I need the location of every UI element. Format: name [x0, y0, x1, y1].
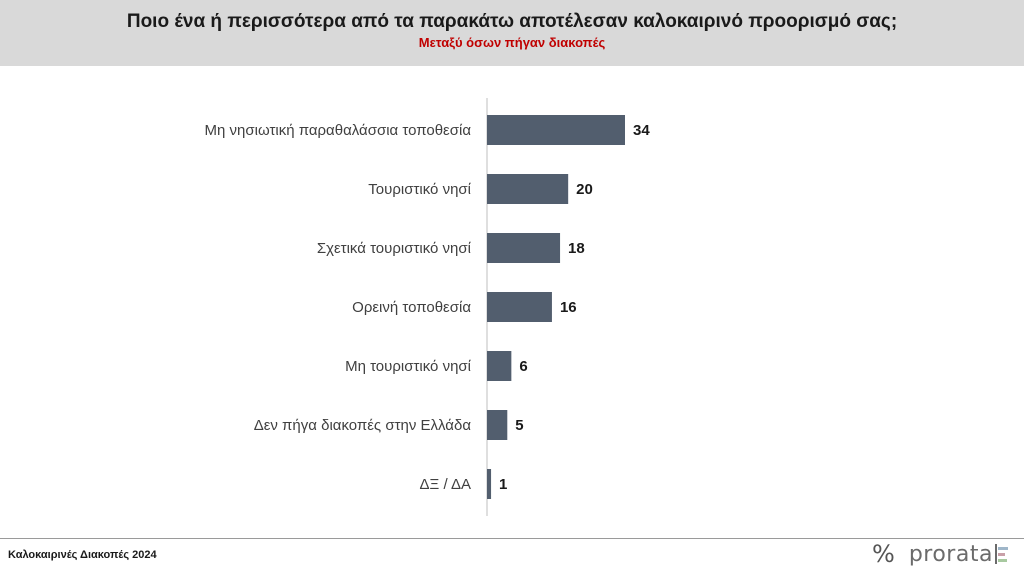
- prorata-logo: % prorata: [872, 540, 1017, 568]
- bar: [487, 292, 552, 322]
- bar: [487, 233, 561, 263]
- bar: [487, 351, 512, 381]
- category-label: Σχετικά τουριστικό νησί: [317, 240, 472, 257]
- data-label: 5: [515, 417, 523, 434]
- bar-chart: Μη νησιωτική παραθαλάσσια τοποθεσία 34 Του…: [205, 98, 650, 516]
- bar: [487, 115, 625, 145]
- chart-subtitle: Μεταξύ όσων πήγαν διακοπές: [418, 35, 606, 50]
- data-label: 1: [499, 476, 507, 493]
- footer-source: Καλοκαιρινές Διακοπές 2024: [8, 549, 157, 561]
- bar: [487, 174, 569, 204]
- category-label: Δεν πήγα διακοπές στην Ελλάδα: [254, 417, 472, 434]
- category-label: Μη τουριστικό νησί: [345, 358, 472, 375]
- category-label: Ορεινή τοποθεσία: [352, 299, 471, 316]
- logo-text: prorata: [908, 541, 993, 567]
- logo-bars-icon: [994, 544, 1008, 564]
- data-label: 20: [576, 181, 593, 198]
- data-label: 16: [560, 299, 577, 316]
- bar: [487, 469, 492, 499]
- header-band: Ποιο ένα ή περισσότερα από τα παρακάτω α…: [0, 0, 1024, 66]
- chart-title: Ποιο ένα ή περισσότερα από τα παρακάτω α…: [126, 11, 898, 32]
- category-label: ΔΞ / ΔΑ: [420, 476, 471, 493]
- percent-icon: %: [872, 540, 895, 568]
- data-label: 34: [633, 122, 650, 139]
- category-label: Τουριστικό νησί: [368, 181, 471, 198]
- category-label: Μη νησιωτική παραθαλάσσια τοποθεσία: [205, 122, 472, 139]
- data-label: 18: [568, 240, 585, 257]
- data-label: 6: [519, 358, 527, 375]
- bar: [487, 410, 508, 440]
- footer-divider: [0, 538, 1024, 539]
